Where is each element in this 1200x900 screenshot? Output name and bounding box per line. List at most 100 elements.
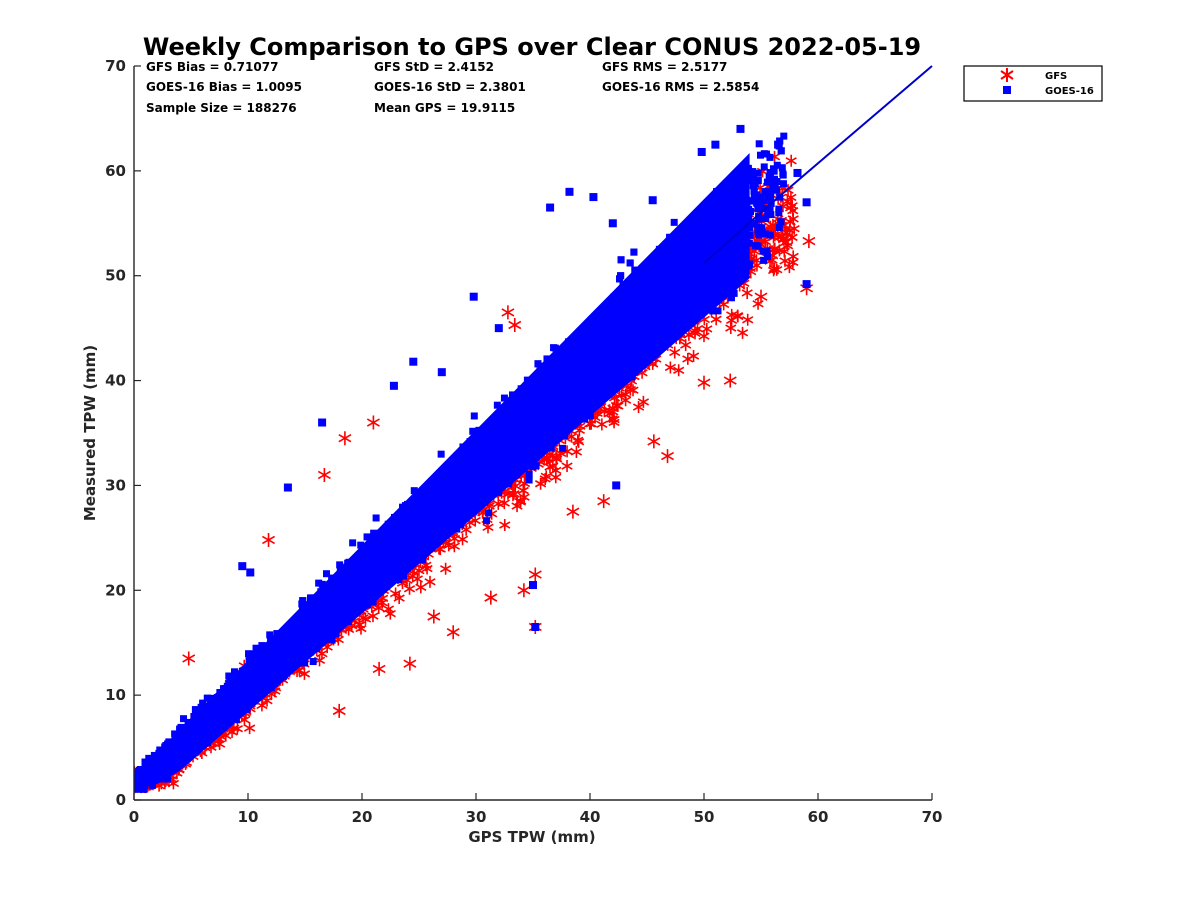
- data-point: [289, 647, 297, 655]
- data-point: [276, 651, 284, 659]
- data-point: [628, 294, 636, 302]
- data-point: [562, 369, 570, 377]
- data-point: [628, 289, 636, 297]
- data-point: [262, 532, 276, 547]
- data-point: [424, 501, 432, 509]
- data-point: [504, 440, 512, 448]
- data-point: [177, 723, 185, 731]
- data-point: [537, 386, 545, 394]
- data-point: [410, 487, 418, 495]
- data-point: [778, 164, 786, 172]
- data-point: [783, 261, 796, 274]
- data-point: [226, 702, 234, 710]
- data-point: [553, 374, 561, 382]
- data-point: [714, 307, 722, 315]
- data-point: [435, 500, 443, 508]
- data-point: [649, 321, 657, 329]
- x-tick-label: 20: [352, 808, 373, 826]
- data-point: [634, 277, 642, 285]
- data-point: [551, 344, 559, 352]
- data-point: [413, 564, 425, 577]
- legend-gfs-marker-icon: [1000, 68, 1014, 82]
- data-point: [339, 580, 347, 588]
- data-point: [643, 324, 651, 332]
- data-point: [649, 309, 657, 317]
- data-point: [635, 354, 643, 362]
- data-point: [405, 546, 413, 554]
- data-point: [548, 399, 556, 407]
- data-point: [362, 560, 370, 568]
- data-point: [357, 580, 365, 588]
- data-point: [775, 209, 783, 217]
- data-point: [647, 296, 655, 304]
- data-point: [426, 529, 434, 537]
- data-point: [613, 302, 621, 310]
- data-point: [674, 249, 682, 257]
- data-point: [197, 703, 205, 711]
- data-point: [407, 513, 415, 521]
- data-point: [340, 584, 348, 592]
- data-point: [536, 430, 544, 438]
- data-point: [661, 449, 675, 464]
- data-point: [359, 612, 372, 625]
- data-point: [687, 229, 695, 237]
- data-point: [438, 513, 446, 521]
- data-point: [215, 697, 223, 705]
- data-point: [731, 194, 739, 202]
- data-point: [593, 357, 601, 365]
- data-point: [214, 704, 222, 712]
- data-point: [537, 425, 545, 433]
- data-point: [480, 443, 488, 451]
- data-point: [470, 467, 478, 475]
- data-point: [482, 470, 490, 478]
- data-point: [347, 609, 355, 617]
- data-point: [407, 531, 415, 539]
- data-point: [680, 321, 688, 329]
- data-point: [750, 194, 758, 202]
- data-point: [634, 330, 642, 338]
- data-point: [416, 495, 424, 503]
- data-point: [531, 382, 539, 390]
- data-point: [716, 231, 724, 239]
- data-point: [167, 746, 175, 754]
- data-point: [527, 435, 535, 443]
- data-point: [631, 314, 639, 322]
- data-point: [484, 590, 498, 605]
- data-point: [409, 538, 417, 546]
- data-point: [172, 751, 180, 759]
- data-point: [471, 442, 479, 450]
- data-point: [781, 195, 793, 208]
- data-point: [637, 340, 645, 348]
- data-point: [384, 520, 392, 528]
- data-point: [612, 315, 620, 323]
- data-point: [174, 735, 182, 743]
- data-point: [426, 523, 434, 531]
- data-point: [205, 725, 213, 733]
- data-point: [395, 550, 403, 558]
- data-point: [744, 164, 752, 172]
- data-point: [611, 357, 619, 365]
- data-point: [652, 284, 660, 292]
- data-point: [216, 714, 224, 722]
- data-point: [157, 746, 165, 754]
- data-point: [666, 233, 674, 241]
- data-point: [534, 360, 542, 368]
- data-point: [182, 651, 196, 666]
- data-point: [603, 312, 611, 320]
- data-point: [501, 442, 509, 450]
- data-point: [467, 509, 475, 517]
- data-point: [517, 443, 525, 451]
- data-point: [364, 545, 372, 553]
- data-point: [251, 650, 259, 658]
- data-point: [486, 419, 494, 427]
- data-point: [413, 510, 421, 518]
- data-point: [267, 684, 275, 692]
- data-point: [353, 565, 361, 573]
- data-point: [416, 499, 424, 507]
- data-point: [713, 288, 721, 296]
- data-point: [546, 391, 554, 399]
- data-point: [318, 580, 326, 588]
- data-point: [736, 124, 745, 133]
- data-point: [439, 505, 447, 513]
- data-point: [389, 522, 397, 530]
